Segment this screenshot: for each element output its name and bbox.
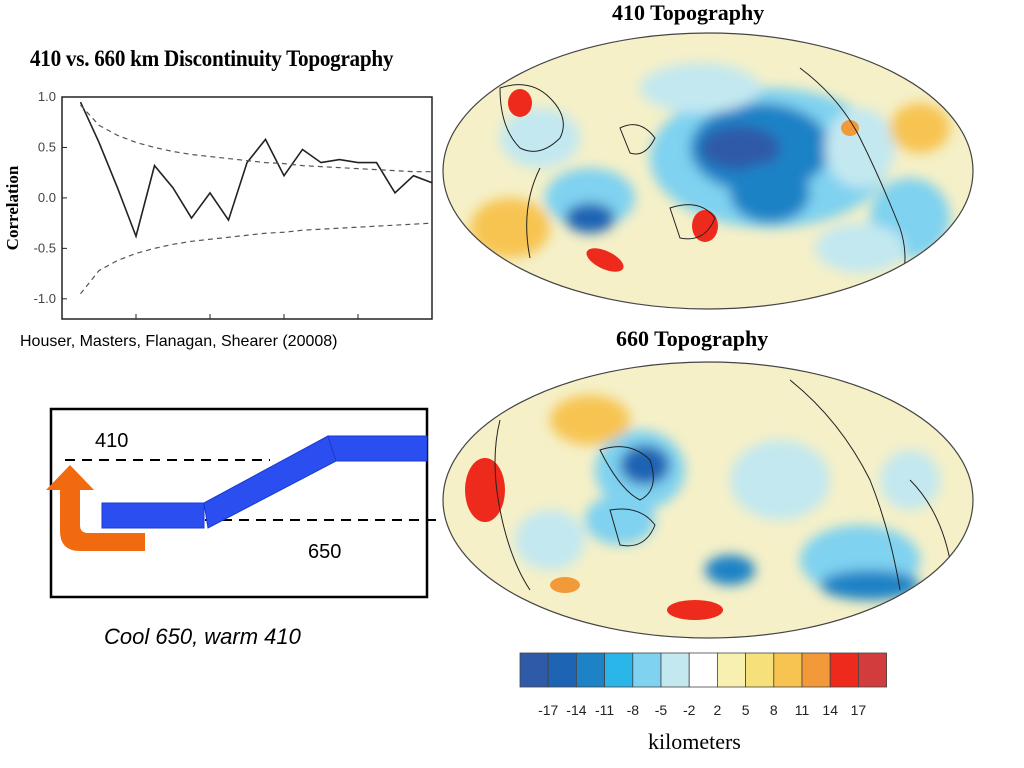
plot-frame	[61, 96, 433, 320]
colorbar-swatch	[604, 652, 634, 688]
colorbar-tick-label: -8	[627, 702, 640, 718]
correlation-chart: Correlation 4 8 12 16 20 1.0 0.5 0.0 -0.5 -1.0	[3, 89, 440, 327]
colorbar-swatch	[660, 652, 690, 688]
colorbar-tick-label: 17	[851, 702, 867, 718]
confidence-bound-line	[80, 104, 432, 173]
colorbar-tick-label: -2	[683, 702, 696, 718]
colorbar-tick-label: -17	[538, 702, 558, 718]
x-tick-label: 8	[206, 325, 213, 327]
colorbar-tick-label: 8	[770, 702, 778, 718]
label-650: 650	[308, 541, 341, 563]
colorbar-swatch	[576, 652, 606, 688]
colorbar-swatch	[547, 652, 577, 688]
diagram-caption: Cool 650, warm 410	[104, 624, 301, 649]
colorbar-swatch	[857, 652, 887, 688]
y-tick-label: 0.0	[38, 190, 56, 205]
colorbar-swatch	[519, 652, 549, 688]
map-410-title: 410 Topography	[612, 0, 765, 25]
label-410: 410	[95, 430, 128, 452]
colorbar-swatch	[745, 652, 775, 688]
colorbar-swatch	[773, 652, 803, 688]
colorbar-swatch	[801, 652, 831, 688]
colorbar-swatches	[519, 652, 887, 688]
x-tick-label: 16	[351, 325, 365, 327]
y-tick-label: -0.5	[34, 240, 56, 255]
map-660	[442, 361, 974, 639]
colorbar-swatch	[688, 652, 718, 688]
colorbar-swatch	[632, 652, 662, 688]
colorbar-label: kilometers	[648, 729, 741, 754]
colorbar-swatch	[716, 652, 746, 688]
slab-shape	[101, 502, 205, 529]
citation-text: Houser, Masters, Flanagan, Shearer (2000…	[20, 333, 338, 350]
y-tick-label: -1.0	[34, 291, 56, 306]
correlation-line	[79, 101, 433, 239]
colorbar-tick-label: 5	[742, 702, 750, 718]
colorbar-tick-label: -5	[655, 702, 668, 718]
chart-title: 410 vs. 660 km Discontinuity Topography	[30, 46, 394, 71]
colorbar-tick-label: -11	[595, 702, 614, 718]
x-tick-label: 12	[277, 325, 291, 327]
colorbar-tick-label: 11	[795, 702, 810, 718]
map-660-title: 660 Topography	[616, 326, 769, 351]
x-tick-label: 4	[132, 325, 139, 327]
map-410	[442, 32, 974, 310]
confidence-bound-line	[80, 222, 433, 295]
colorbar-tick-label: -14	[566, 702, 586, 718]
slab-diagram: 410 650	[46, 407, 436, 599]
upwelling-arrow-icon	[46, 465, 145, 551]
series-group	[79, 101, 433, 295]
colorbar-tick-label: 14	[822, 702, 838, 718]
colorbar: -17 -14 -11 -8 -5 -2 2 5 8 11 14 17	[519, 652, 887, 718]
x-tick-label: 20	[425, 325, 439, 327]
colorbar-swatch	[829, 652, 859, 688]
axis-ticks: 4 8 12 16 20 1.0 0.5 0.0 -0.5 -1.0	[34, 89, 440, 327]
y-tick-label: 1.0	[38, 89, 56, 104]
y-axis-label: Correlation	[3, 165, 22, 250]
colorbar-ticks: -17 -14 -11 -8 -5 -2 2 5 8 11 14 17	[538, 702, 866, 718]
slab-upper	[327, 435, 428, 462]
colorbar-tick-label: 2	[714, 702, 722, 718]
y-tick-label: 0.5	[38, 139, 56, 154]
